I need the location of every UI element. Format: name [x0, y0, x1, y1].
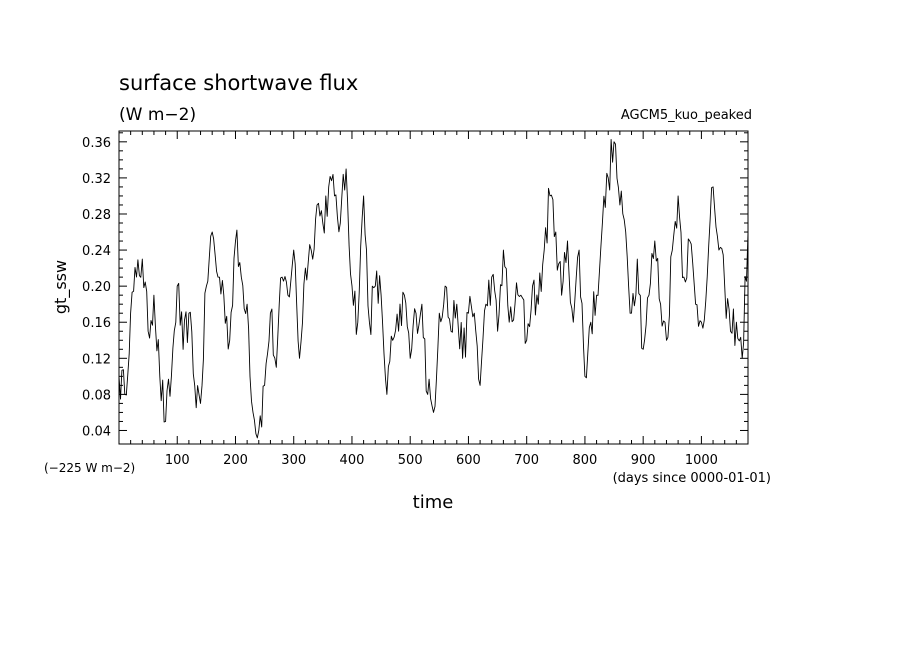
x-tick-label: 200 — [223, 453, 248, 468]
x-tick-label: 300 — [281, 453, 306, 468]
y-tick-label: 0.08 — [82, 388, 111, 403]
y-tick-label: 0.36 — [82, 136, 111, 151]
x-axis-units: (days since 0000-01-01) — [613, 471, 771, 486]
series-group — [118, 139, 749, 439]
x-tick-label: 800 — [573, 453, 598, 468]
x-axis: 100 200 300 400 500 600 700 800 900 1000 — [118, 131, 749, 468]
series-line — [118, 139, 749, 439]
x-tick-label: 1000 — [685, 453, 718, 468]
y-tick-label: 0.32 — [82, 172, 111, 187]
y-tick-label: 0.20 — [82, 280, 111, 295]
y-axis-label: gt_ssw — [51, 260, 71, 314]
y-tick-label: 0.28 — [82, 208, 111, 223]
y-axis: 0.04 0.08 0.12 0.16 0.20 0.24 0.28 0.32 0.36 — [82, 132, 748, 439]
x-tick-label: 500 — [398, 453, 423, 468]
x-tick-label: 100 — [165, 453, 190, 468]
x-tick-label: 600 — [456, 453, 481, 468]
experiment-label: AGCM5_kuo_peaked — [621, 108, 752, 123]
x-tick-label: 400 — [340, 453, 365, 468]
x-tick-label: 900 — [631, 453, 656, 468]
units-label: (W m−2) — [119, 105, 196, 125]
x-axis-label: time — [413, 492, 454, 513]
x-tick-label: 700 — [514, 453, 539, 468]
y-tick-label: 0.24 — [82, 244, 111, 259]
y-tick-label: 0.16 — [82, 316, 111, 331]
offset-note: (−225 W m−2) — [44, 461, 135, 475]
y-tick-label: 0.12 — [82, 352, 111, 367]
y-tick-label: 0.04 — [82, 424, 111, 439]
chart-title: surface shortwave flux — [119, 71, 358, 95]
